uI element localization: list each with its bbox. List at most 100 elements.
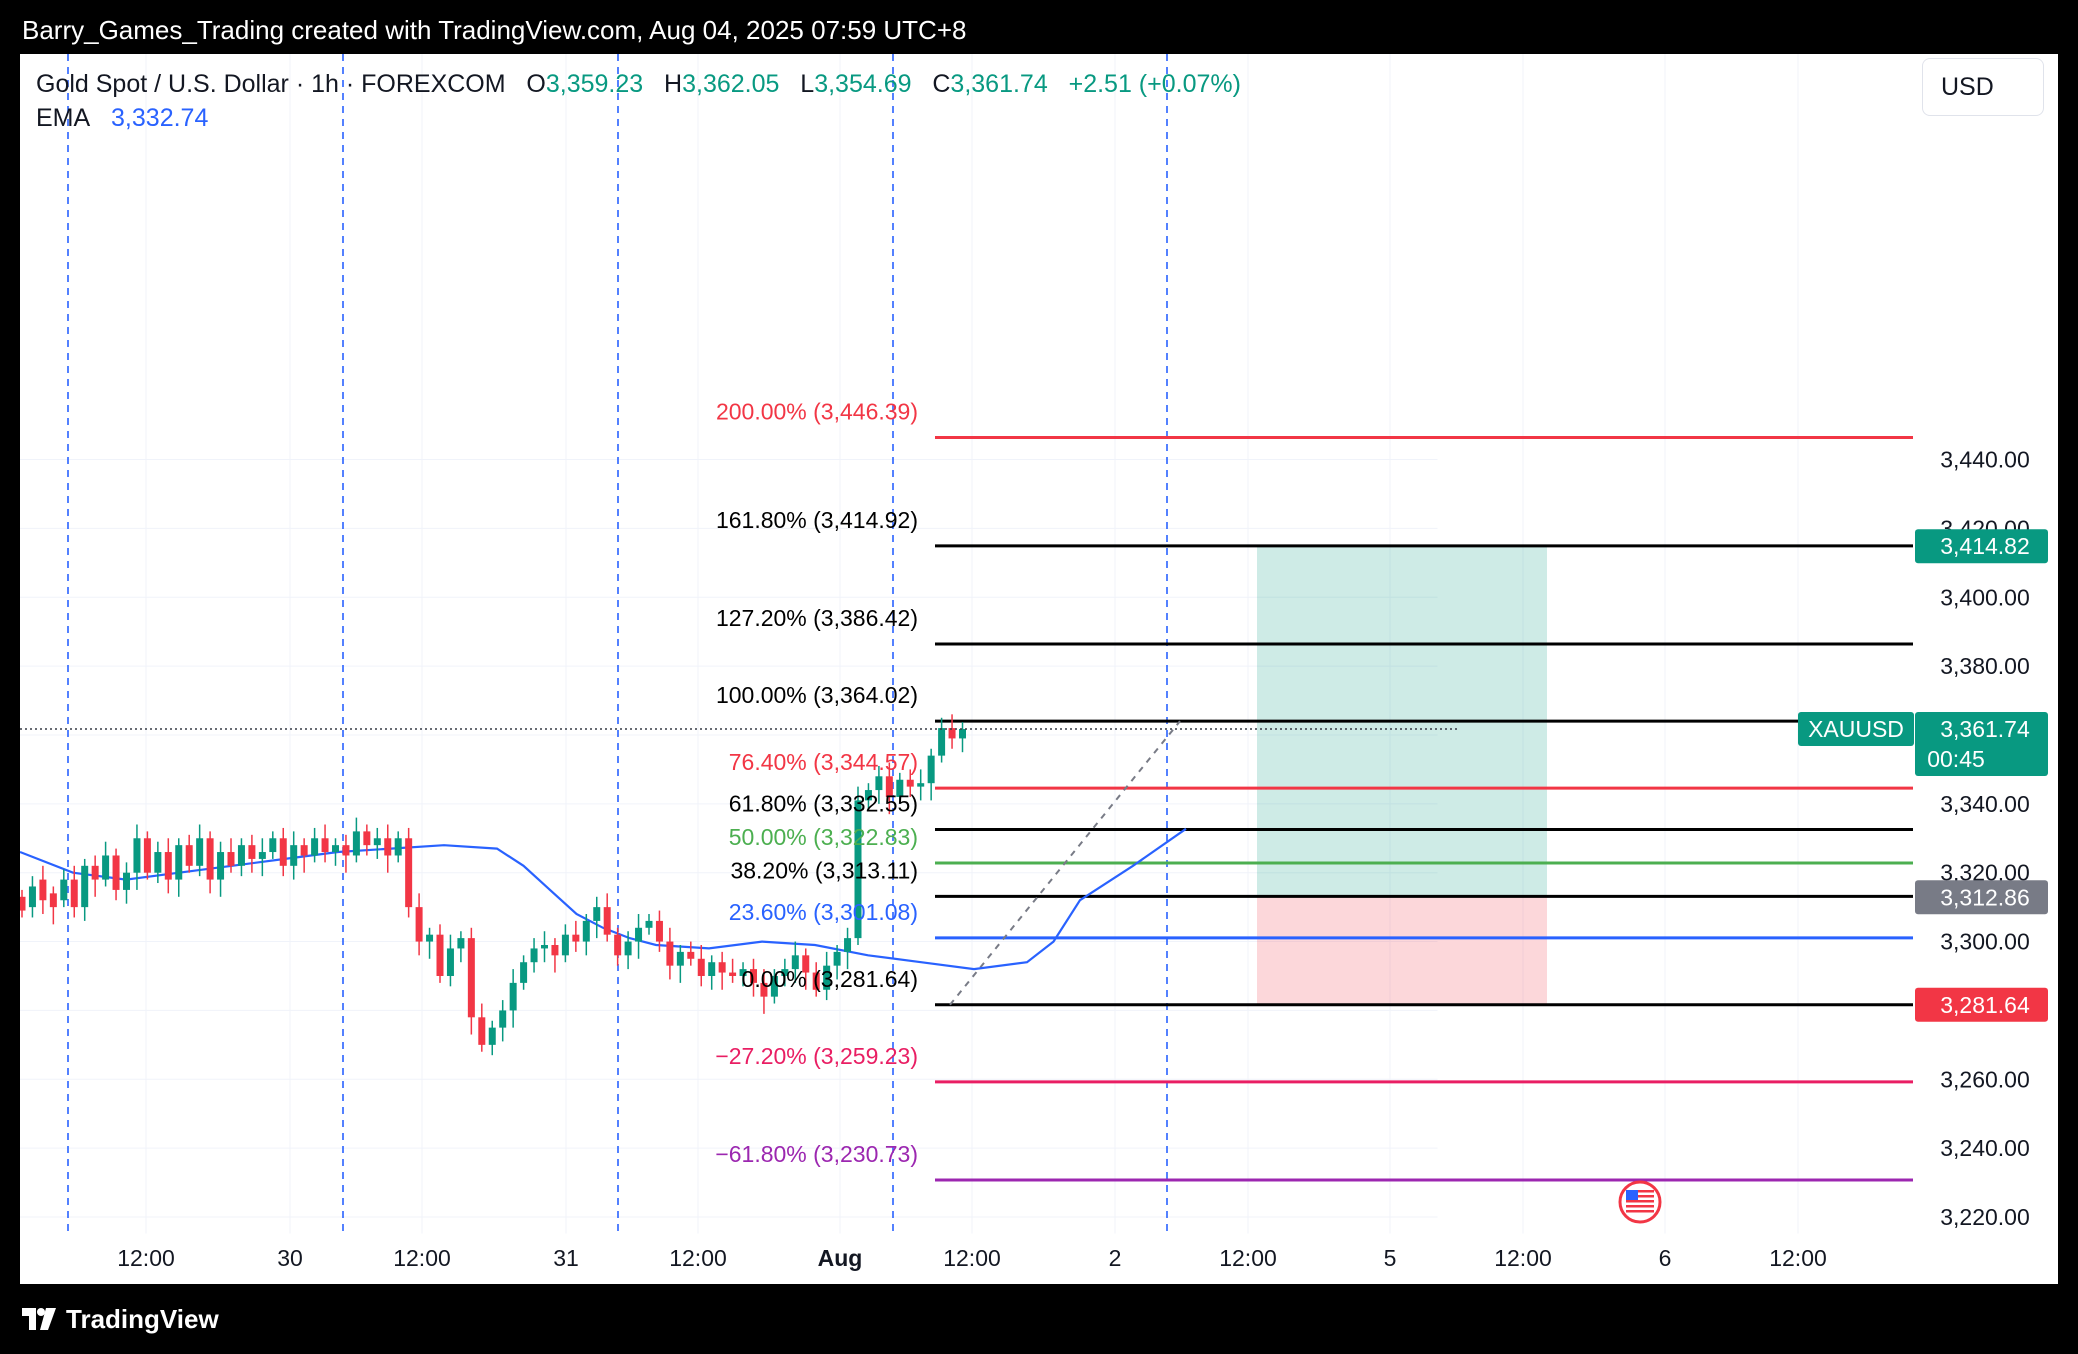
candle-body: [551, 945, 559, 956]
candle-body: [509, 982, 517, 1011]
candle-body: [896, 779, 904, 797]
candle-body: [290, 845, 298, 866]
candle-body: [906, 779, 914, 787]
fib-levels: [935, 436, 1913, 1182]
time-axis-label: 2: [1109, 1245, 1122, 1271]
ema-label: EMA: [36, 104, 91, 132]
flag-canton: [1626, 1190, 1638, 1200]
tradingview-logo[interactable]: TradingView: [22, 1302, 219, 1336]
chart-canvas[interactable]: 200.00% (3,446.39) 161.80% (3,414.92) 127.…: [20, 54, 2058, 1284]
candle-body: [415, 907, 423, 942]
candle-body: [352, 831, 360, 856]
ema-legend[interactable]: EMA 3,332.74: [36, 104, 208, 133]
candle-body: [39, 879, 47, 901]
candle-body: [112, 855, 120, 890]
time-axis-label: 12:00: [1494, 1245, 1552, 1271]
candle-body: [844, 938, 852, 952]
candle-body: [750, 969, 757, 983]
fib-level-label: 50.00% (3,322.83): [729, 824, 918, 850]
candle-body: [91, 865, 99, 880]
candle-body: [81, 865, 89, 908]
time-axis-label: 12:00: [943, 1245, 1001, 1271]
fib-level-label: 161.80% (3,414.92): [716, 507, 918, 533]
candle-body: [499, 1010, 507, 1028]
chart-frame[interactable]: 200.00% (3,446.39) 161.80% (3,414.92) 127.…: [20, 54, 2058, 1284]
fib-level-label: 0.00% (3,281.64): [742, 966, 918, 992]
fib-anchor-trendline: [949, 720, 1181, 1006]
candle-body: [770, 975, 778, 997]
candle-body: [446, 948, 454, 976]
flag-stripe: [1626, 1195, 1654, 1198]
candle-body: [530, 948, 538, 963]
fib-level-label: 127.20% (3,386.42): [716, 605, 918, 631]
price-axis-label: 3,340.00: [1940, 791, 2030, 817]
candle-body: [948, 728, 956, 739]
price-axis: 3,220.003,240.003,260.003,280.003,300.00…: [1940, 447, 2030, 1230]
time-axis-label: Aug: [818, 1245, 863, 1271]
candle-body: [823, 965, 831, 990]
price-tags: 3,414.82 3,312.86 3,281.64 XAUUSD 3,361.74 00…: [1798, 529, 2048, 1022]
candle-body: [248, 845, 256, 859]
candle-body: [603, 907, 611, 935]
price-axis-label: 3,300.00: [1940, 929, 2030, 955]
symbol-tag-text: XAUUSD: [1808, 716, 1904, 742]
candles: [20, 714, 966, 1056]
attribution-bar: Barry_Games_Trading created with Trading…: [0, 0, 2078, 54]
time-axis-label: 12:00: [393, 1245, 451, 1271]
ema-value: 3,332.74: [111, 104, 209, 132]
candle-body: [885, 776, 893, 797]
fib-trendline: [949, 720, 1181, 1006]
candle-body: [164, 852, 172, 880]
candle-body: [708, 962, 716, 976]
candle-body: [373, 838, 381, 846]
candle-body: [635, 927, 643, 942]
candle-body: [676, 951, 684, 966]
candle-body: [666, 941, 674, 966]
candle-body: [457, 938, 465, 949]
change-value: +2.51 (+0.07%): [1068, 70, 1241, 98]
candle-body: [28, 886, 36, 908]
long-position-tool: [1257, 546, 1547, 1005]
open-value: 3,359.23: [545, 70, 644, 98]
fib-level-label: −27.20% (3,259.23): [715, 1043, 918, 1069]
candle-body: [561, 934, 569, 956]
low-label: L: [800, 70, 815, 98]
candle-body: [143, 838, 151, 873]
currency-button[interactable]: USD: [1922, 58, 2044, 116]
us-flag-icon[interactable]: [1618, 1180, 1662, 1224]
candle-body: [478, 1017, 486, 1045]
price-tag-bg: [1915, 880, 2048, 915]
candle-body: [154, 852, 162, 873]
candle-body: [520, 962, 528, 983]
last-price-tag-bg: [1915, 711, 2048, 776]
high-label: H: [664, 70, 683, 98]
candle-body: [781, 969, 789, 976]
candle-body: [300, 845, 308, 856]
candle-body: [812, 972, 820, 990]
candle-body: [269, 838, 277, 853]
price-tag-bg: [1915, 529, 2048, 564]
candle-body: [875, 776, 883, 791]
price-axis-label: 3,260.00: [1940, 1066, 2030, 1092]
candle-body: [321, 838, 329, 853]
candle-body: [467, 938, 475, 1018]
symbol-name[interactable]: Gold Spot / U.S. Dollar · 1h · FOREXCOM: [36, 70, 506, 98]
candle-body: [739, 969, 747, 976]
price-axis-label: 3,400.00: [1940, 584, 2030, 610]
countdown-text: 00:45: [1927, 746, 1985, 772]
open-label: O: [526, 70, 546, 98]
price-axis-label: 3,440.00: [1940, 447, 2030, 473]
candle-body: [102, 855, 110, 880]
candle-body: [614, 934, 622, 956]
candle-body: [791, 955, 799, 970]
close-value: 3,361.74: [950, 70, 1048, 98]
candle-body: [718, 962, 726, 973]
flag-stripe: [1626, 1200, 1654, 1203]
close-label: C: [932, 70, 951, 98]
flag-stripe: [1626, 1210, 1654, 1213]
low-value: 3,354.69: [814, 70, 912, 98]
candle-body: [237, 845, 245, 866]
price-tag-text: 3,312.86: [1940, 884, 2030, 910]
candle-body: [488, 1027, 496, 1045]
candle-body: [70, 879, 78, 908]
